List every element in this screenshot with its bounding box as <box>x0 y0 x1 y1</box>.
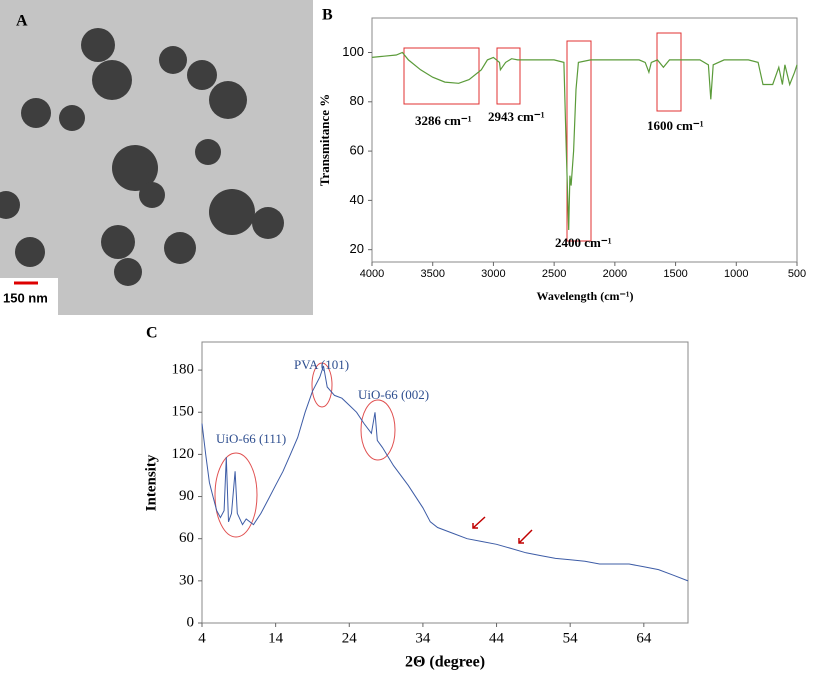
arrows <box>472 516 533 544</box>
x-axis-title: 2Θ (degree) <box>405 654 485 671</box>
x-tick-label: 4 <box>198 630 206 646</box>
y-axis-title: Intensity <box>143 454 159 511</box>
y-tick-label: 180 <box>172 362 195 378</box>
x-tick-label: 44 <box>489 630 505 646</box>
y-tick-label: 60 <box>179 530 194 546</box>
data-line <box>371 51 798 231</box>
x-axis-title: Wavelength (cm⁻¹) <box>537 289 634 303</box>
annotation: 1600 cm⁻¹ <box>647 118 704 133</box>
x-tick-label: 34 <box>415 630 431 646</box>
y-tick-label: 150 <box>172 404 195 420</box>
x-tick-label: 3500 <box>420 268 444 280</box>
x-tick-label: 54 <box>563 630 579 646</box>
y-tick-label: 120 <box>172 446 195 462</box>
plot-frame <box>371 17 798 263</box>
highlight-ellipses <box>214 362 396 538</box>
annotation: UiO-66 (111) <box>216 431 286 446</box>
x-tick-label: 14 <box>268 630 284 646</box>
x-tick-label: 24 <box>342 630 358 646</box>
annotation: 2400 cm⁻¹ <box>555 235 612 250</box>
x-tick-label: 4000 <box>360 268 384 280</box>
y-tick-label: 80 <box>350 93 364 108</box>
y-tick-label: 90 <box>179 488 194 504</box>
x-tick-label: 500 <box>788 268 806 280</box>
panel-label: A <box>16 13 28 30</box>
data-line <box>201 365 689 582</box>
x-tick-label: 1000 <box>724 268 748 280</box>
highlight-boxes <box>403 32 682 242</box>
micrograph <box>0 0 313 315</box>
x-tick-label: 2000 <box>603 268 627 280</box>
panel-label: C <box>146 325 158 342</box>
scale-bar-label: 150 nm <box>3 290 48 305</box>
plot-frame <box>201 341 689 624</box>
annotation: 2943 cm⁻¹ <box>488 109 545 124</box>
y-tick-label: 40 <box>350 192 364 207</box>
y-axis-title: Transmitance % <box>317 94 332 187</box>
y-tick-label: 30 <box>179 572 194 588</box>
annotation: 3286 cm⁻¹ <box>415 113 472 128</box>
x-tick-label: 1500 <box>663 268 687 280</box>
x-tick-label: 2500 <box>542 268 566 280</box>
y-tick-label: 60 <box>350 143 364 158</box>
x-tick-label: 64 <box>636 630 652 646</box>
y-tick-label: 0 <box>187 614 195 630</box>
annotation: UiO-66 (002) <box>358 387 429 402</box>
annotation: PVA (101) <box>294 357 349 372</box>
panel-label: B <box>322 7 333 24</box>
y-tick-label: 20 <box>350 241 364 256</box>
y-tick-label: 100 <box>342 44 364 59</box>
x-tick-label: 3000 <box>481 268 505 280</box>
